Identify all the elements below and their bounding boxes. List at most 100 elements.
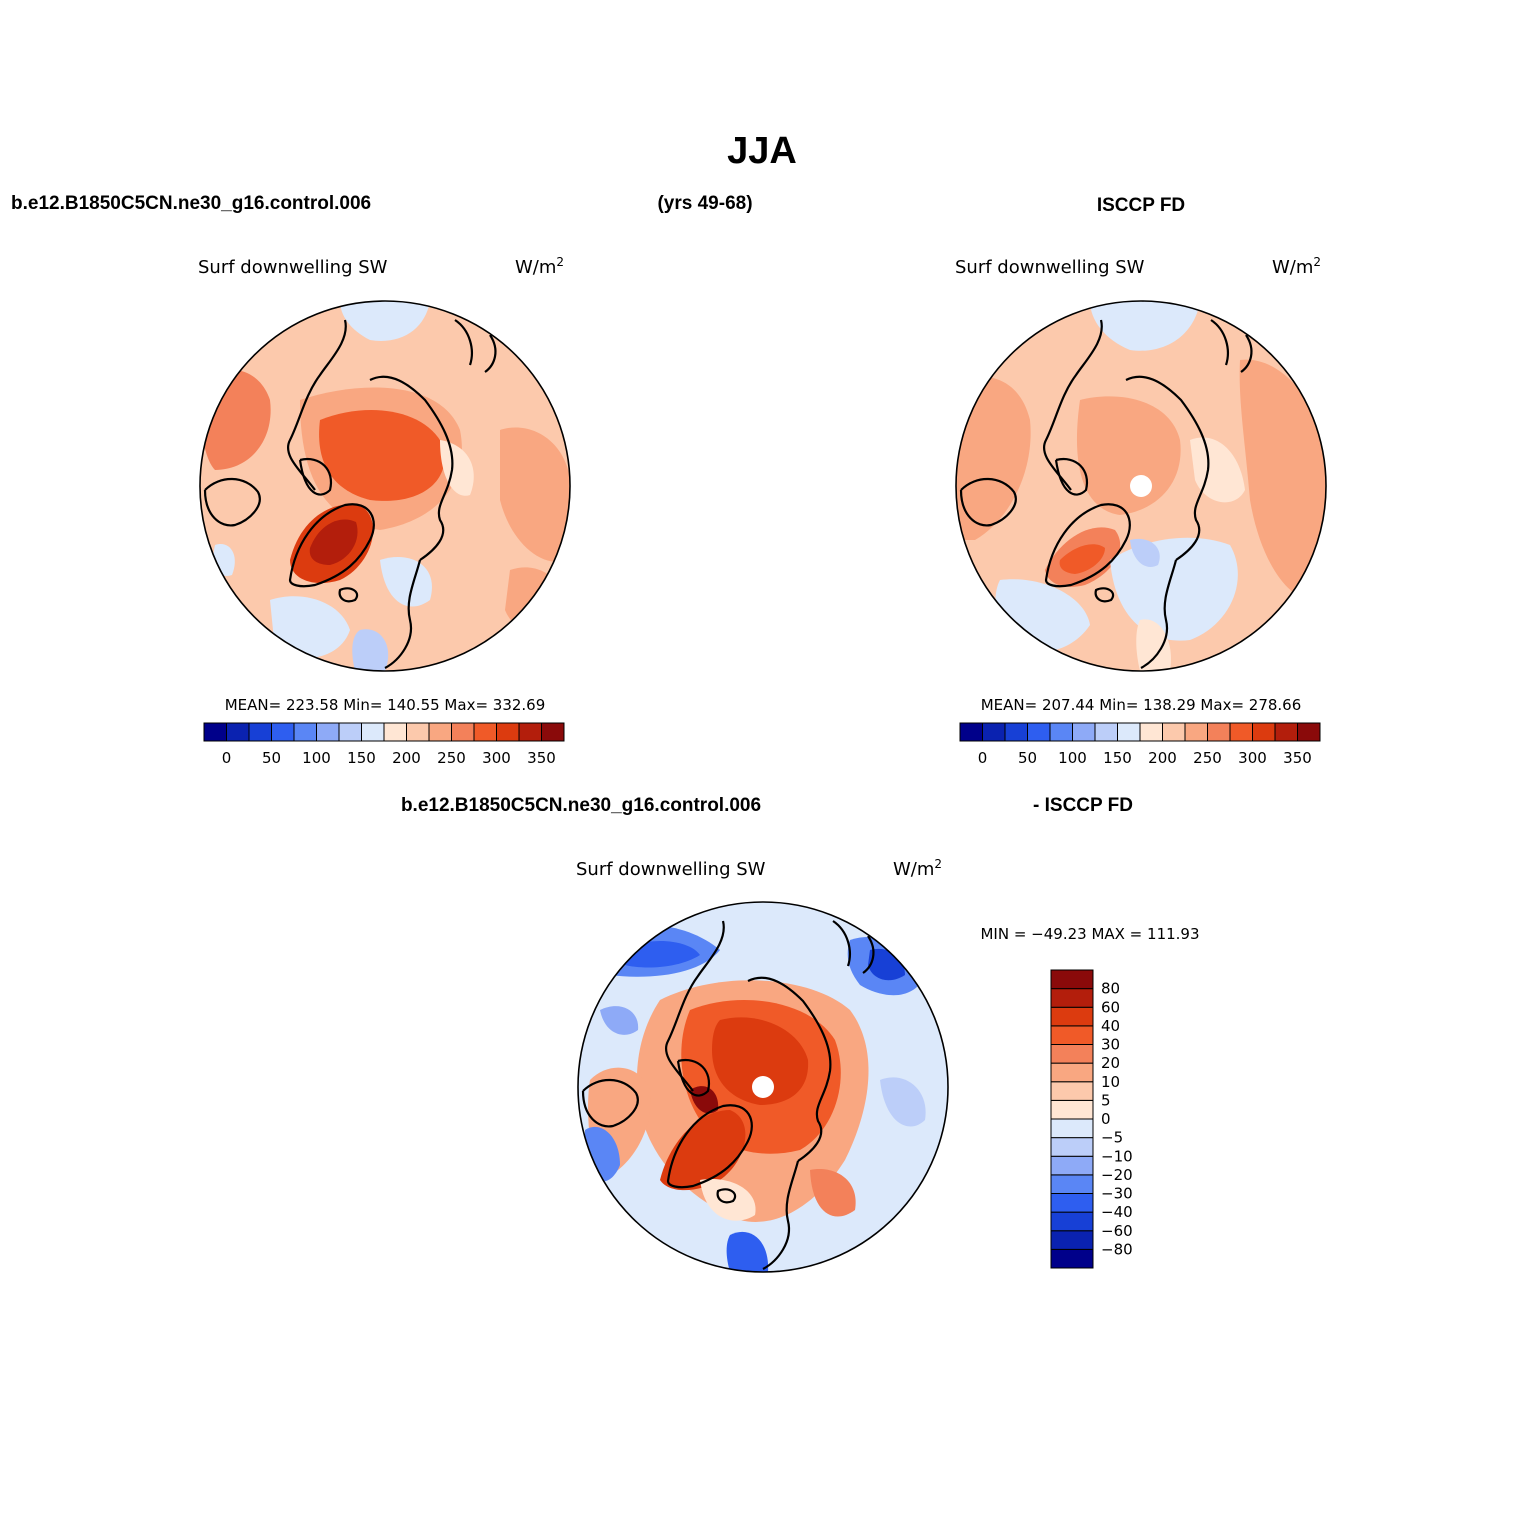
header-obs-name: ISCCP FD (1097, 195, 1185, 216)
diff-colorbar-tick-label: −60 (1101, 1222, 1133, 1240)
model-colorbar: 0 50 100 150 200 250 300 350 (203, 722, 565, 767)
obs-colorbar-tick-label: 300 (1238, 749, 1267, 767)
obs-colorbar-swatch (1207, 722, 1231, 742)
diff-colorbar-tick-label: −10 (1101, 1147, 1133, 1165)
obs-colorbar-swatch (1049, 722, 1073, 742)
panel-obs-units: W/m2 (1272, 255, 1321, 278)
model-colorbar-tick-label: 250 (437, 749, 466, 767)
panel-obs-stats: MEAN= 207.44 Min= 138.29 Max= 278.66 (981, 696, 1302, 714)
obs-colorbar-tick-label: 100 (1058, 749, 1087, 767)
obs-colorbar-swatch (1162, 722, 1186, 742)
diff-colorbar-tick-label: 30 (1101, 1036, 1120, 1054)
panel-model-variable: Surf downwelling SW (198, 257, 388, 278)
diff-colorbar-swatch (1050, 1062, 1094, 1083)
diff-colorbar-swatch (1050, 1081, 1094, 1101)
panel-obs: Surf downwelling SW W/m2 (955, 255, 1327, 767)
diff-map-field (578, 902, 948, 1272)
panel-model-units: W/m2 (515, 255, 564, 278)
diff-header-case-name: b.e12.B1850C5CN.ne30_g16.control.006 (401, 795, 761, 816)
model-colorbar-tick-label: 100 (302, 749, 331, 767)
obs-colorbar-tick-label: 250 (1193, 749, 1222, 767)
model-colorbar-swatch (271, 722, 295, 742)
model-colorbar-swatch (496, 722, 520, 742)
obs-map-field (956, 301, 1326, 671)
model-colorbar-swatch (406, 722, 430, 742)
diff-colorbar-tick-label: −5 (1101, 1129, 1123, 1147)
diff-colorbar-swatch (1050, 1006, 1094, 1027)
obs-colorbar-tick-label: 200 (1148, 749, 1177, 767)
obs-colorbar-swatch (1072, 722, 1096, 742)
diff-map-border (577, 901, 949, 1273)
model-colorbar-swatch (473, 722, 497, 742)
model-map-border (199, 300, 571, 672)
obs-colorbar-swatch (1139, 722, 1163, 742)
model-colorbar-tick-label: 50 (262, 749, 281, 767)
figure-title: JJA (727, 130, 797, 172)
panel-model: Surf downwelling SW W/m2 (198, 255, 571, 767)
diff-colorbar-swatch (1050, 1099, 1094, 1120)
obs-colorbar-tick-label: 50 (1018, 749, 1037, 767)
obs-colorbar-swatch (1229, 722, 1253, 742)
model-colorbar-swatch (316, 722, 340, 742)
model-colorbar-swatch (361, 722, 385, 742)
diff-colorbar-swatch (1050, 1044, 1094, 1064)
diff-colorbar-tick-label: 80 (1101, 980, 1120, 998)
diff-colorbar-tick-label: −40 (1101, 1203, 1133, 1221)
diff-colorbar-swatch (1050, 969, 1094, 990)
panel-diff-stats: MIN = −49.23 MAX = 111.93 (980, 925, 1199, 943)
obs-colorbar-swatch (1094, 722, 1118, 742)
obs-colorbar-swatch (982, 722, 1006, 742)
diff-colorbar-tick-label: −30 (1101, 1185, 1133, 1203)
diff-colorbar-swatch (1050, 1193, 1094, 1213)
diff-colorbar-tick-label: 60 (1101, 998, 1120, 1016)
obs-map-border (955, 300, 1327, 672)
obs-colorbar-swatch (1297, 722, 1321, 742)
panel-diff-units: W/m2 (893, 857, 942, 880)
model-colorbar-swatch (338, 722, 362, 742)
diff-colorbar-swatch (1050, 1025, 1094, 1045)
model-colorbar-swatch (518, 722, 542, 742)
obs-colorbar-tick-label: 0 (978, 749, 988, 767)
diff-colorbar-tick-label: 20 (1101, 1054, 1120, 1072)
obs-colorbar-tick-label: 150 (1103, 749, 1132, 767)
obs-colorbar-swatch (1117, 722, 1141, 742)
obs-colorbar-swatch (959, 722, 983, 742)
model-colorbar-swatch (226, 722, 250, 742)
obs-colorbar-swatch (1027, 722, 1051, 742)
diff-colorbar-tick-label: 40 (1101, 1017, 1120, 1035)
panel-model-stats: MEAN= 223.58 Min= 140.55 Max= 332.69 (225, 696, 546, 714)
header-years: (yrs 49-68) (657, 193, 752, 214)
diff-colorbar-tick-label: −20 (1101, 1166, 1133, 1184)
model-coastlines (203, 319, 497, 669)
obs-colorbar-tick-label: 350 (1283, 749, 1312, 767)
obs-colorbar: 0 50 100 150 200 250 300 350 (959, 722, 1321, 767)
obs-colorbar-swatch (1252, 722, 1276, 742)
obs-colorbar-swatch (1184, 722, 1208, 742)
diff-colorbar-swatch (1050, 1230, 1094, 1250)
model-colorbar-tick-label: 150 (347, 749, 376, 767)
diff-colorbar-swatch (1050, 1174, 1094, 1194)
model-colorbar-tick-label: 300 (482, 749, 511, 767)
diff-coastlines (581, 920, 875, 1270)
panel-obs-variable: Surf downwelling SW (955, 257, 1145, 278)
model-colorbar-swatch (293, 722, 317, 742)
diff-colorbar-swatch (1050, 1155, 1094, 1176)
model-map-field (200, 301, 570, 671)
obs-colorbar-swatch (1274, 722, 1298, 742)
header-case-name: b.e12.B1850C5CN.ne30_g16.control.006 (11, 193, 371, 214)
diff-colorbar-swatch (1050, 1248, 1094, 1269)
diff-colorbar-swatch (1050, 1118, 1094, 1139)
diff-colorbar-swatch (1050, 1211, 1094, 1232)
diff-colorbar-tick-label: −80 (1101, 1240, 1133, 1258)
model-colorbar-tick-label: 350 (527, 749, 556, 767)
diff-colorbar-swatch (1050, 1137, 1094, 1157)
model-colorbar-tick-label: 0 (222, 749, 232, 767)
model-colorbar-swatch (541, 722, 565, 742)
model-colorbar-swatch (451, 722, 475, 742)
diff-colorbar-tick-label: 5 (1101, 1091, 1111, 1109)
diff-colorbar-tick-label: 10 (1101, 1073, 1120, 1091)
obs-coastlines (959, 319, 1253, 669)
diff-header-obs-name: - ISCCP FD (1033, 795, 1133, 816)
model-colorbar-swatch (203, 722, 227, 742)
